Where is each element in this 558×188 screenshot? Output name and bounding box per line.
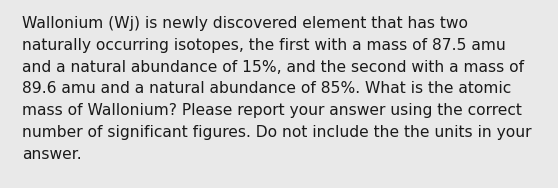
Text: mass of Wallonium? Please report your answer using the correct: mass of Wallonium? Please report your an…	[22, 103, 522, 118]
Text: answer.: answer.	[22, 147, 81, 162]
Text: 89.6 amu and a natural abundance of 85%. What is the atomic: 89.6 amu and a natural abundance of 85%.…	[22, 81, 511, 96]
Text: Wallonium (Wj) is newly discovered element that has two: Wallonium (Wj) is newly discovered eleme…	[22, 16, 468, 31]
Text: naturally occurring isotopes, the first with a mass of 87.5 amu: naturally occurring isotopes, the first …	[22, 38, 506, 53]
Text: and a natural abundance of 15%, and the second with a mass of: and a natural abundance of 15%, and the …	[22, 60, 524, 75]
Text: number of significant figures. Do not include the the units in your: number of significant figures. Do not in…	[22, 125, 532, 140]
